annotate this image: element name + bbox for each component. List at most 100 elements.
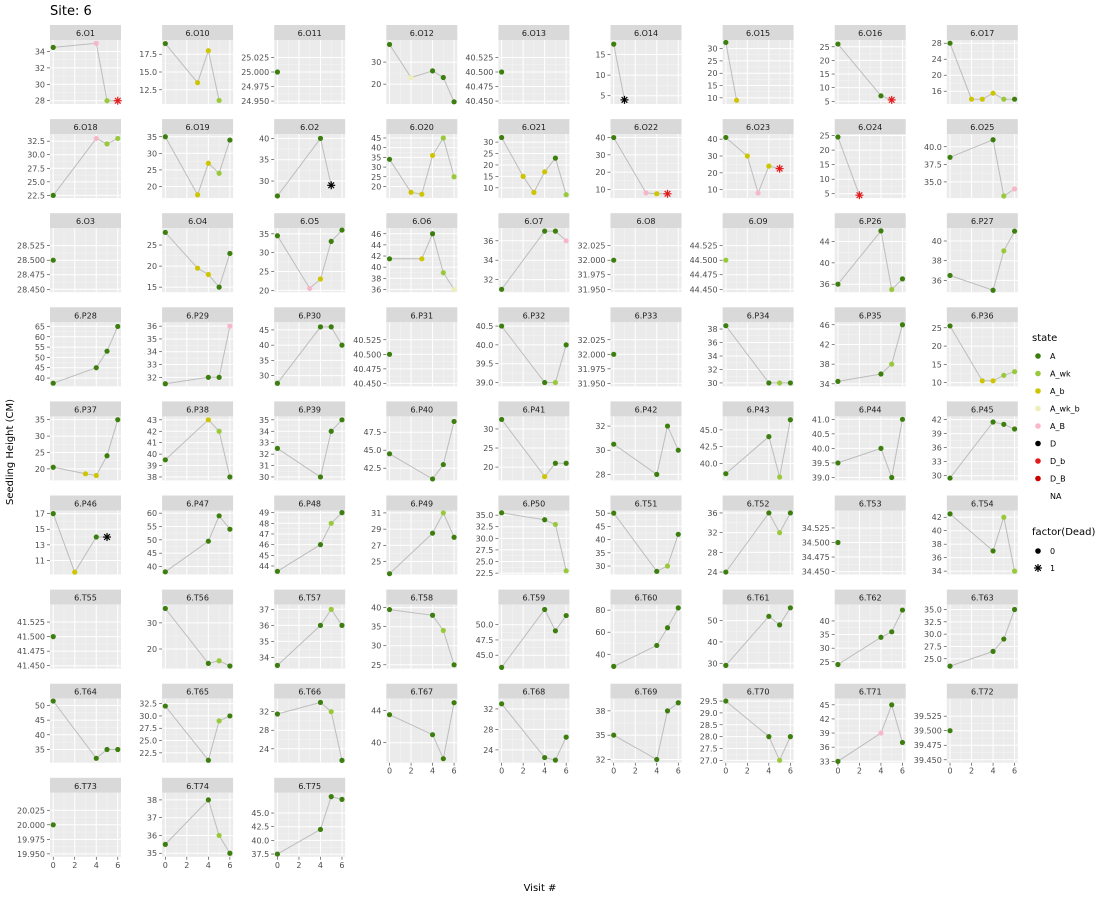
strip-background (610, 213, 682, 229)
series-line (53, 326, 119, 384)
y-tick-label: 40 (371, 739, 381, 748)
data-point (947, 475, 953, 481)
y-tick-label: 35 (259, 356, 269, 365)
y-tick-label: 30 (707, 45, 717, 54)
y-tick-label: 36 (932, 444, 942, 453)
x-tick-label: 6 (339, 861, 344, 870)
legend-title-dead: factor(Dead) (1032, 527, 1096, 538)
data-point (675, 700, 681, 706)
data-point (947, 40, 953, 46)
y-tick-label: 35 (595, 731, 605, 740)
legend-key-a-wk-b (1035, 405, 1041, 412)
data-point (50, 257, 56, 263)
y-tick-label: 20 (595, 168, 605, 177)
strip-label: 6.T53 (859, 500, 882, 509)
strip-label: 6.T70 (747, 688, 770, 697)
y-tick-label: 46 (371, 230, 381, 239)
strip-label: 6.O4 (188, 217, 207, 226)
data-point (451, 700, 457, 706)
data-point (274, 193, 281, 199)
y-tick-label: 25 (932, 324, 942, 333)
y-tick-label: 47 (259, 530, 269, 539)
series-line (837, 229, 903, 291)
data-point (50, 698, 56, 704)
y-tick-label: 27.5 (27, 164, 45, 173)
data-point (723, 257, 729, 263)
strip-background (498, 495, 570, 511)
data-point (408, 74, 414, 81)
y-tick-label: 25 (483, 150, 493, 159)
y-tick-label: 30 (371, 163, 381, 172)
series-line (277, 419, 343, 478)
data-point (104, 98, 110, 104)
y-tick-label: 36 (259, 621, 269, 630)
data-point (50, 44, 56, 50)
legend-key-d-b (1035, 475, 1041, 482)
data-point (664, 708, 671, 714)
y-tick-label: 46 (820, 321, 830, 330)
y-tick-label: 45 (35, 364, 45, 373)
y-tick-label: 42 (371, 252, 381, 261)
data-point (990, 648, 996, 654)
data-point (339, 757, 345, 763)
data-point (227, 323, 233, 329)
legend-key-alive (1035, 548, 1041, 554)
strip-label: 6.P45 (971, 405, 994, 414)
strip-label: 6.T54 (971, 500, 994, 509)
data-point (947, 323, 953, 329)
y-tick-label: 60 (147, 509, 157, 518)
data-point (216, 170, 222, 176)
y-tick-label: 34 (820, 380, 830, 389)
strip-background (498, 401, 570, 417)
strip-label: 6.P36 (971, 311, 994, 320)
series-line (501, 703, 567, 761)
series-line (613, 44, 625, 100)
y-tick-label: 45.0 (700, 426, 718, 435)
series-line (52, 513, 107, 574)
legend-key-a (1035, 353, 1041, 359)
data-point (563, 192, 569, 198)
data-point (115, 746, 121, 753)
data-point-dead (113, 96, 122, 105)
data-point (162, 841, 168, 847)
data-point (339, 510, 345, 516)
data-point (328, 794, 334, 800)
facet-panel: 6.T69 32 35 38 0 2 4 6 (595, 683, 682, 776)
strip-background (722, 25, 794, 40)
x-tick-label: 6 (227, 861, 232, 870)
y-tick-label: 24 (259, 745, 269, 754)
data-point (93, 534, 99, 540)
y-tick-label: 15 (707, 82, 717, 91)
facet-panel: 6.O21 10 15 20 25 30 (483, 119, 570, 199)
y-tick-label: 40 (35, 731, 45, 740)
facet-panel: 6.O23 10 20 30 40 (707, 119, 794, 199)
y-tick-label: 38 (707, 325, 717, 334)
strip-label: 6.T74 (186, 782, 209, 791)
series-line (53, 42, 118, 102)
x-tick-label: 2 (857, 767, 862, 776)
y-tick-label: 40 (595, 650, 605, 659)
data-point (429, 152, 436, 159)
data-point (723, 323, 729, 329)
data-point (328, 520, 334, 526)
strip-background (610, 683, 682, 699)
facet-panel: 6.T56 20 30 (147, 589, 234, 669)
data-point (386, 41, 393, 48)
y-tick-label: 32.000 (578, 350, 606, 359)
data-point (723, 471, 729, 477)
data-point (499, 416, 505, 423)
data-point (878, 730, 884, 736)
y-tick-label: 28.5 (700, 721, 718, 730)
data-point (1001, 96, 1007, 102)
data-point (777, 622, 783, 628)
y-tick-label: 42.5 (700, 443, 718, 452)
y-tick-label: 33 (820, 757, 830, 766)
y-tick-label: 10 (483, 184, 493, 193)
data-point (499, 69, 505, 75)
data-point (205, 660, 211, 666)
strip-background (946, 119, 1018, 135)
y-tick-label: 38 (147, 473, 157, 482)
data-point (835, 41, 841, 47)
strip-background (498, 683, 570, 699)
x-tick-label: 2 (745, 767, 750, 776)
